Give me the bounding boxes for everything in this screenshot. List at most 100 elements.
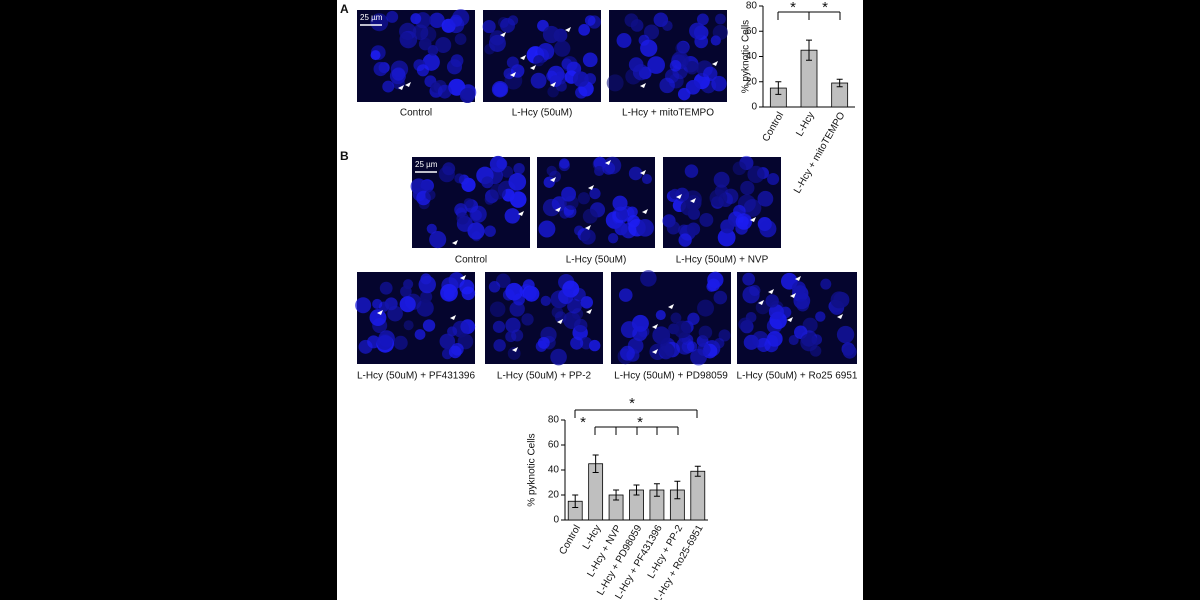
- nucleus: [697, 299, 715, 317]
- nucleus: [640, 270, 657, 287]
- nucleus: [685, 194, 702, 211]
- nucleus: [438, 166, 455, 183]
- nucleus: [607, 233, 619, 244]
- error-bar: [653, 483, 660, 497]
- nucleus: [561, 186, 577, 202]
- nucleus: [800, 333, 819, 352]
- arrowhead: [642, 209, 648, 214]
- y-tick-label: 0: [553, 515, 559, 526]
- nucleus: [766, 330, 783, 347]
- arrowhead: [500, 32, 506, 37]
- nucleus: [399, 32, 413, 46]
- arrowhead: [520, 55, 526, 60]
- nucleus: [493, 82, 508, 97]
- nucleus: [653, 12, 669, 28]
- nucleus: [631, 314, 649, 332]
- nucleus: [594, 165, 605, 177]
- nucleus: [492, 320, 506, 333]
- nucleus: [439, 333, 456, 350]
- bar: [690, 470, 706, 521]
- nucleus: [580, 296, 594, 309]
- arrowhead: [837, 314, 843, 319]
- nucleus: [420, 290, 433, 303]
- y-tick-label: 80: [746, 1, 758, 12]
- nucleus: [615, 208, 628, 221]
- nucleus: [743, 199, 762, 217]
- nucleus: [628, 57, 644, 72]
- nucleus: [508, 173, 527, 191]
- nucleus: [484, 194, 495, 205]
- nucleus: [675, 41, 690, 56]
- image-caption: L-Hcy (50uM) + PD98059: [614, 371, 728, 382]
- nucleus: [673, 320, 692, 339]
- nucleus: [732, 161, 747, 176]
- y-axis-label: % pyknotic Cells: [741, 20, 752, 93]
- nucleus: [582, 208, 598, 224]
- arrowhead: [550, 177, 556, 182]
- nucleus: [391, 67, 406, 81]
- nucleus: [554, 40, 571, 57]
- nucleus: [718, 329, 731, 342]
- arrowhead: [768, 289, 774, 294]
- error-bar: [613, 489, 620, 501]
- nucleus: [659, 77, 675, 94]
- nucleus: [627, 214, 640, 228]
- y-tick-label: 60: [548, 440, 560, 451]
- nucleus: [686, 341, 698, 352]
- error-bar: [806, 39, 812, 61]
- arrowhead: [790, 293, 796, 298]
- nucleus: [559, 158, 570, 169]
- nucleus: [713, 290, 728, 305]
- nucleus: [678, 233, 692, 247]
- arrowhead: [795, 276, 801, 281]
- nucleus: [537, 42, 555, 60]
- nucleus: [830, 291, 848, 309]
- nucleus: [655, 310, 666, 321]
- nucleus: [573, 318, 588, 333]
- significance-bracket: [594, 426, 679, 435]
- nucleus: [547, 85, 559, 98]
- nucleus: [707, 278, 720, 292]
- nucleus: [358, 339, 373, 354]
- arrowhead: [377, 310, 383, 315]
- nucleus: [549, 170, 562, 183]
- nucleus: [459, 88, 475, 104]
- nucleus: [703, 66, 718, 82]
- nucleus: [820, 278, 832, 290]
- nucleus: [577, 192, 590, 205]
- nucleus: [481, 176, 494, 189]
- image-caption: L-Hcy (50uM): [512, 108, 573, 119]
- arrowhead: [690, 198, 696, 203]
- nucleus: [567, 298, 582, 314]
- nucleus: [412, 24, 429, 41]
- nucleus: [759, 220, 777, 238]
- nucleus: [791, 281, 806, 296]
- nucleus: [836, 325, 855, 344]
- nucleus: [403, 279, 414, 290]
- nucleus: [628, 166, 643, 181]
- nucleus: [743, 334, 759, 350]
- arrowhead: [676, 194, 682, 199]
- nucleus: [456, 212, 469, 225]
- nucleus: [373, 61, 388, 77]
- nucleus: [505, 317, 521, 333]
- nucleus: [647, 56, 665, 74]
- arrowhead: [530, 65, 536, 70]
- nucleus: [677, 87, 691, 101]
- arrowhead: [712, 61, 718, 66]
- nucleus: [589, 187, 601, 200]
- significance-marker: *: [580, 414, 586, 431]
- error-bar: [836, 78, 843, 88]
- y-tick-label: 0: [751, 102, 757, 113]
- nucleus: [506, 56, 519, 69]
- nucleus: [410, 13, 422, 25]
- y-tick-label: 20: [746, 76, 758, 87]
- nucleus: [815, 311, 826, 322]
- nucleus: [429, 231, 447, 249]
- arrowhead: [565, 27, 571, 32]
- y-tick-label: 80: [548, 415, 560, 426]
- nucleus: [418, 275, 436, 294]
- nucleus: [685, 61, 699, 75]
- nucleus: [742, 272, 756, 286]
